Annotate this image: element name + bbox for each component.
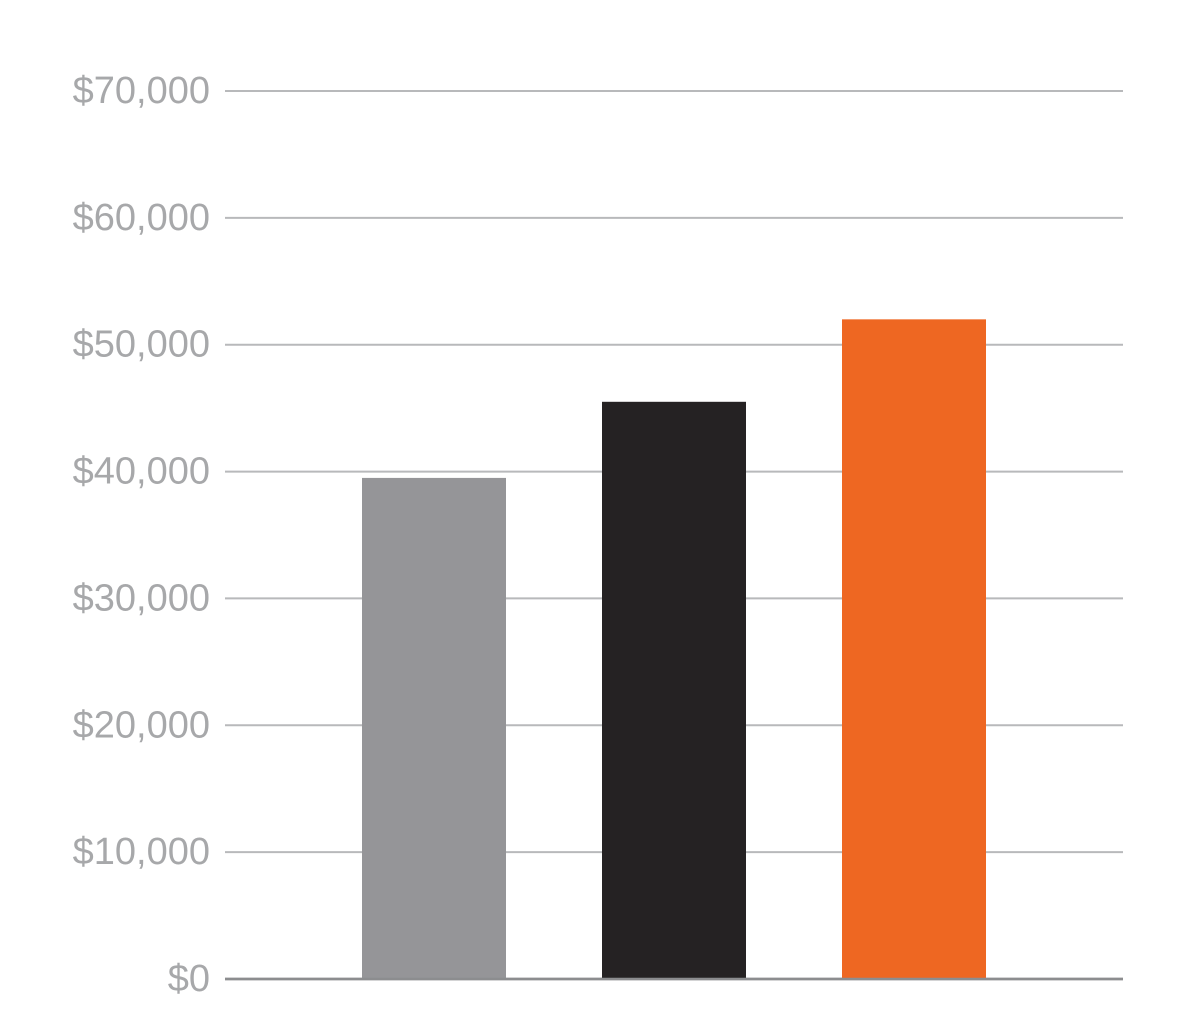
y-tick-label: $70,000 (73, 70, 210, 112)
y-axis: $0 $10,000 $20,000 $30,000 $40,000 $50,000 $60… (73, 70, 210, 1000)
y-tick-label: $10,000 (73, 831, 210, 873)
bar-2 (602, 401, 746, 979)
y-tick-label: $60,000 (73, 197, 210, 239)
y-tick-label: $20,000 (73, 704, 210, 746)
y-tick-label: $0 (168, 958, 210, 1000)
bars (225, 319, 1123, 981)
y-tick-label: $40,000 (73, 451, 210, 493)
y-tick-label: $30,000 (73, 577, 210, 619)
bar-1 (362, 477, 506, 979)
y-tick-label: $50,000 (73, 324, 210, 366)
bar-3 (842, 319, 986, 979)
